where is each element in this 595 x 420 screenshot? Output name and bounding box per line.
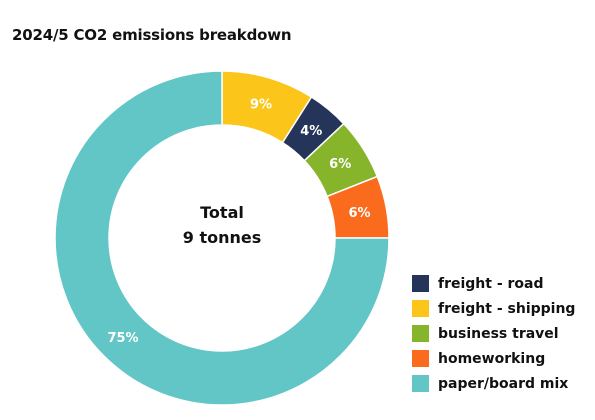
legend-swatch-freight-road [412, 275, 429, 292]
legend-swatch-homeworking [412, 350, 429, 367]
chart-title: 2024/5 CO2 emissions breakdown [12, 26, 292, 44]
legend-item-freight-shipping: freight - shipping [412, 296, 575, 321]
slice-labels: 9% 4% 6% 6% 75% [107, 98, 370, 346]
legend-label-freight-road: freight - road [438, 275, 544, 292]
legend: freight - road freight - shipping business… [412, 271, 575, 396]
center-total-value: 9 tonnes [183, 228, 262, 247]
legend-label-paper-board-mix: paper/board mix [438, 375, 569, 392]
slice-paper-board-mix [54, 70, 390, 406]
donut-slices [54, 70, 390, 406]
legend-swatch-paper-board-mix [412, 375, 429, 392]
slice-label-freight-shipping: 9% [250, 98, 272, 113]
slice-label-homeworking: 6% [348, 206, 370, 221]
slice-label-freight-road: 4% [300, 124, 322, 139]
legend-swatch-freight-shipping [412, 300, 429, 317]
legend-item-paper-board-mix: paper/board mix [412, 371, 575, 396]
slice-label-business-travel: 6% [329, 157, 351, 172]
legend-label-freight-shipping: freight - shipping [438, 300, 576, 317]
legend-item-homeworking: homeworking [412, 346, 575, 371]
legend-label-business-travel: business travel [438, 325, 559, 342]
slice-label-paper-board-mix: 75% [107, 331, 138, 346]
legend-label-homeworking: homeworking [438, 350, 546, 367]
legend-swatch-business-travel [412, 325, 429, 342]
legend-item-business-travel: business travel [412, 321, 575, 346]
legend-item-freight-road: freight - road [412, 271, 575, 296]
center-total-label: Total [200, 203, 244, 222]
